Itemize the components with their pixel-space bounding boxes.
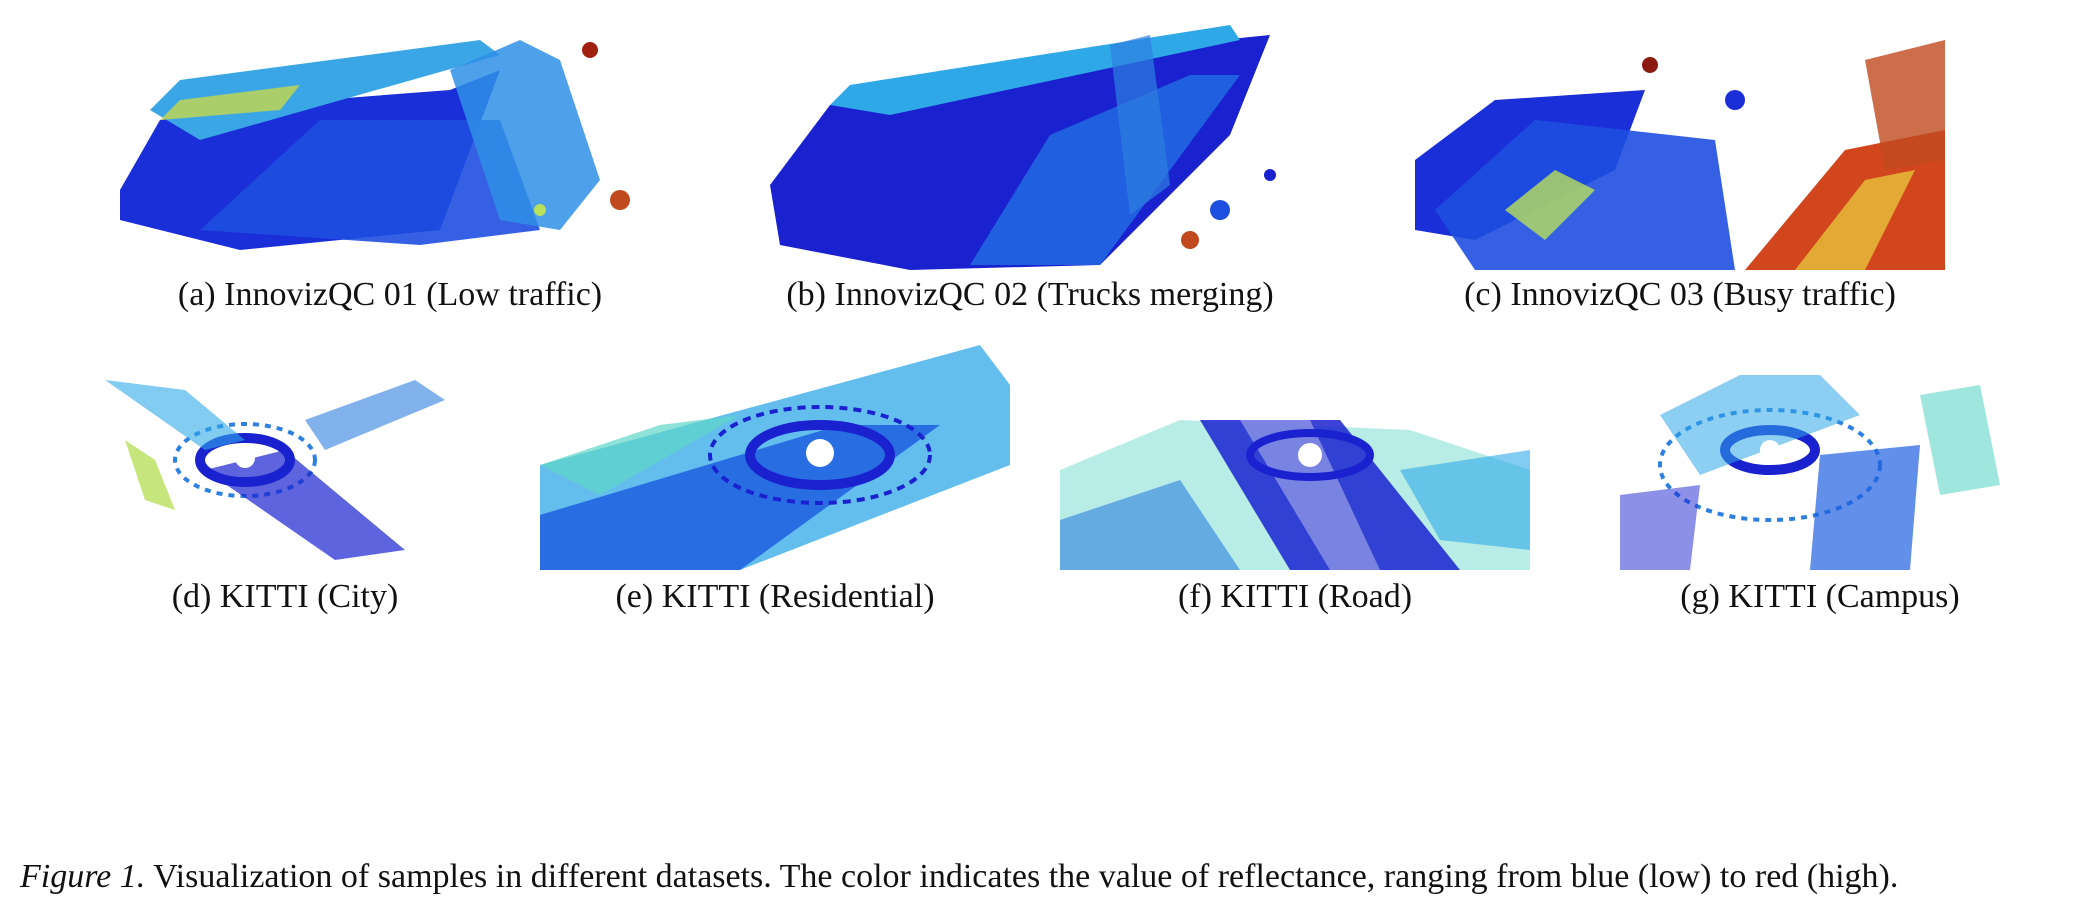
subcaption-c: (c) InnovizQC 03 (Busy traffic) [1415,276,1945,314]
subfigure-c [1415,40,1945,270]
subcaption-text: KITTI (City) [219,578,399,615]
subcaption-text: KITTI (Campus) [1728,578,1960,615]
subcaption-f: (f) KITTI (Road) [1060,578,1530,616]
point-cloud-c [1415,40,1945,270]
subcaption-tag: (g) [1680,578,1720,615]
subfigure-f [1060,360,1530,570]
point-cloud-f [1060,420,1530,570]
subcaption-text: InnovizQC 02 (Trucks merging) [834,276,1274,313]
subcaption-b: (b) InnovizQC 02 (Trucks merging) [770,276,1290,314]
subcaption-text: KITTI (Residential) [661,578,935,615]
subcaption-tag: (a) [177,276,216,313]
point-cloud-b [770,25,1276,270]
figure-label: Figure 1. [20,858,146,895]
figure-caption-text: Visualization of samples in different da… [153,858,1899,895]
subfigure-d [85,350,485,570]
subcaption-text: InnovizQC 01 (Low traffic) [224,276,603,313]
figure-caption: Figure 1. Visualization of samples in di… [20,858,1898,896]
subcaption-e: (e) KITTI (Residential) [540,578,1010,616]
subfigure-b [770,15,1290,270]
subfigure-a [120,30,660,270]
subcaption-tag: (e) [615,578,654,615]
subcaption-text: InnovizQC 03 (Busy traffic) [1510,276,1896,313]
point-cloud-a [120,40,630,250]
subcaption-d: (d) KITTI (City) [85,578,485,616]
subcaption-g: (g) KITTI (Campus) [1620,578,2020,616]
point-cloud-g [1620,375,2000,570]
subfigure-g [1620,355,2020,570]
subcaption-tag: (c) [1464,276,1502,313]
subcaption-tag: (b) [786,276,826,313]
subcaption-tag: (f) [1177,578,1212,615]
point-cloud-e [540,345,1010,570]
subfigure-e [540,345,1010,570]
subcaption-text: KITTI (Road) [1220,578,1413,615]
subcaption-a: (a) InnovizQC 01 (Low traffic) [120,276,660,314]
subcaption-tag: (d) [171,578,212,615]
point-cloud-d [105,380,445,560]
